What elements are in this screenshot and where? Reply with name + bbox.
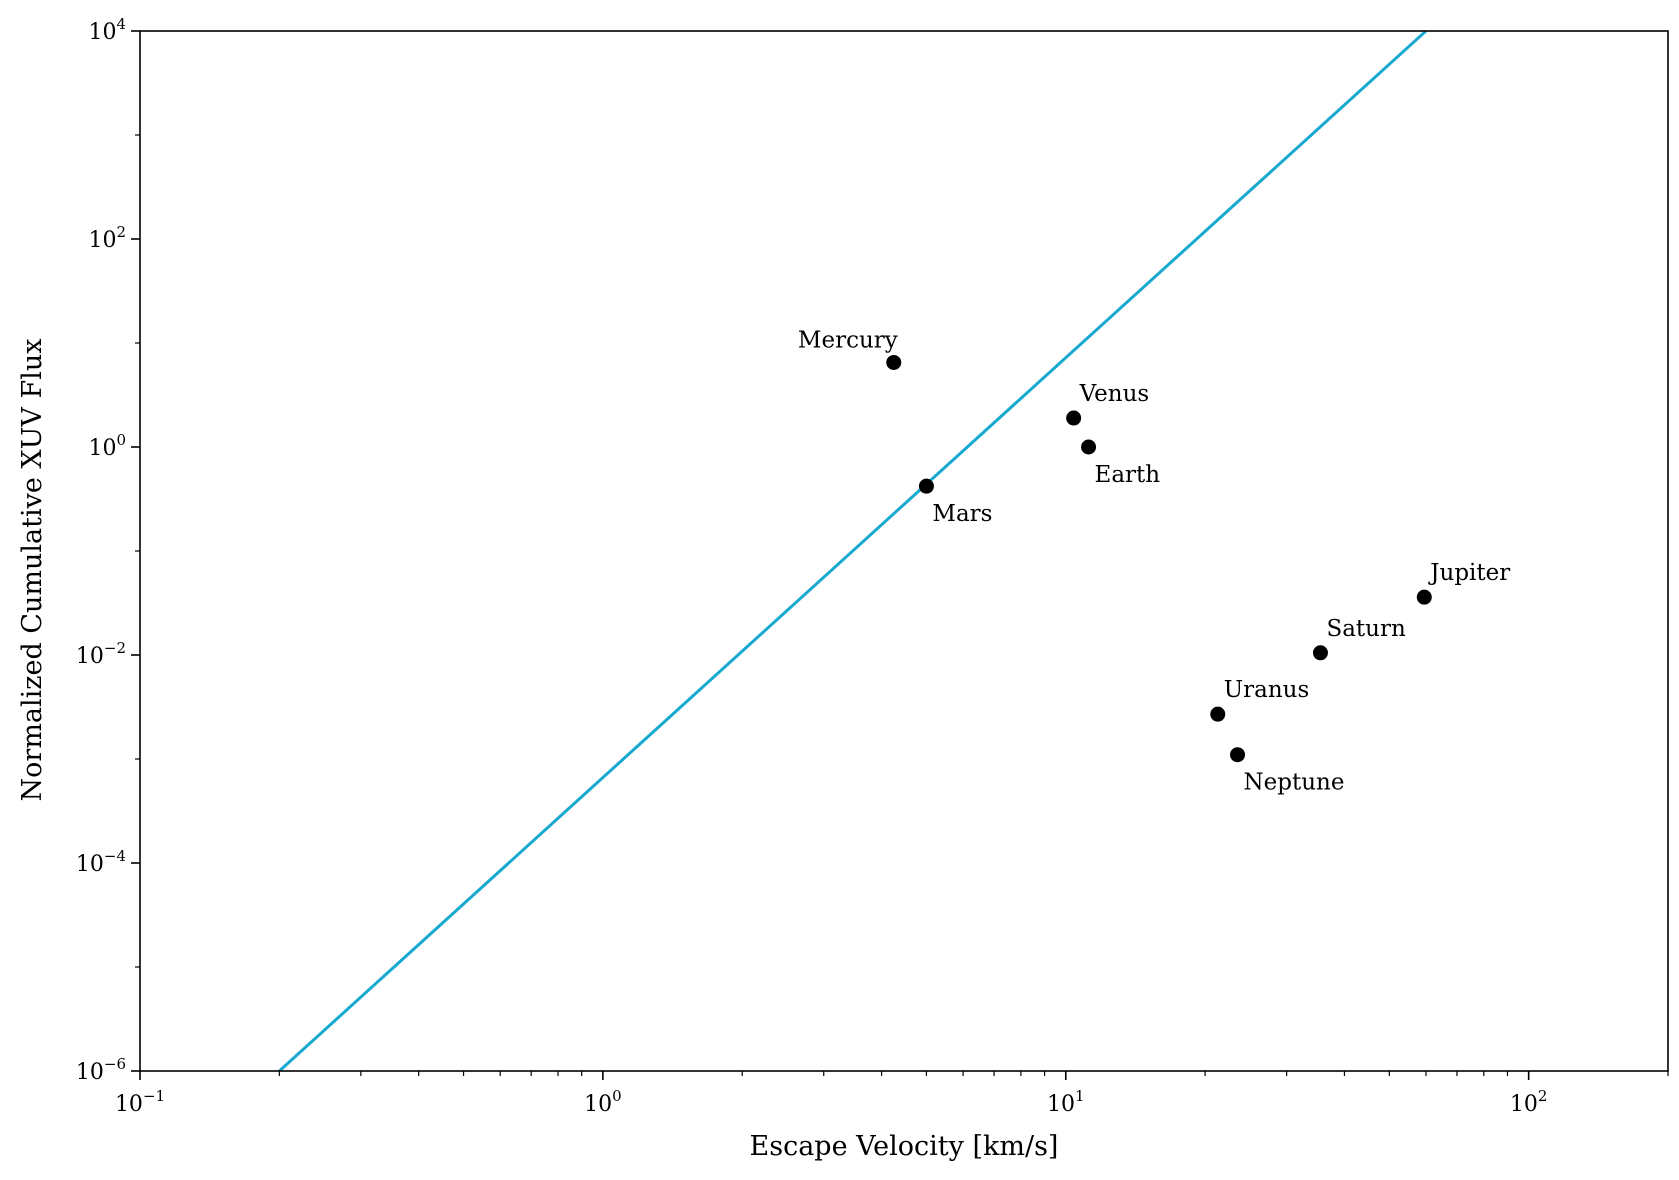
y-tick-label: 10−2 <box>76 639 126 669</box>
x-tick-label: 102 <box>1510 1087 1548 1117</box>
point-label-uranus: Uranus <box>1224 677 1310 703</box>
y-tick-label: 102 <box>88 223 126 253</box>
point-label-mars: Mars <box>932 501 992 527</box>
data-point-earth <box>1081 439 1097 455</box>
y-tick-label: 104 <box>88 15 126 45</box>
x-tick-label: 100 <box>584 1087 622 1117</box>
point-label-earth: Earth <box>1095 462 1161 488</box>
y-tick-label: 100 <box>88 431 126 461</box>
point-label-neptune: Neptune <box>1244 770 1345 796</box>
x-tick-label: 10−1 <box>115 1087 165 1117</box>
data-point-jupiter <box>1416 589 1432 605</box>
data-point-saturn <box>1312 645 1328 661</box>
plot-area: Mercury Venus Earth Mars Jupiter Saturn Uranus… <box>278 31 1510 1071</box>
point-label-jupiter: Jupiter <box>1428 560 1510 586</box>
y-tick-label: 10−6 <box>76 1055 126 1085</box>
data-point-mercury <box>886 354 902 370</box>
data-point-venus <box>1066 410 1082 426</box>
data-point-uranus <box>1210 706 1226 722</box>
y-axis-label: Normalized Cumulative XUV Flux <box>17 339 48 802</box>
point-label-mercury: Mercury <box>798 327 898 353</box>
y-axis: 10−6 10−4 10−2 100 102 104 <box>76 15 140 1085</box>
point-label-venus: Venus <box>1079 381 1150 407</box>
data-point-mars <box>918 478 934 494</box>
threshold-line <box>278 31 1427 1071</box>
point-label-saturn: Saturn <box>1326 616 1406 642</box>
axes-frame <box>139 30 1669 1072</box>
x-tick-label: 101 <box>1047 1087 1085 1117</box>
x-axis: 10−1 100 101 102 <box>115 1071 1669 1117</box>
y-tick-label: 10−4 <box>76 847 126 877</box>
x-axis-label: Escape Velocity [km/s] <box>750 1131 1059 1162</box>
data-point-neptune <box>1230 747 1246 763</box>
